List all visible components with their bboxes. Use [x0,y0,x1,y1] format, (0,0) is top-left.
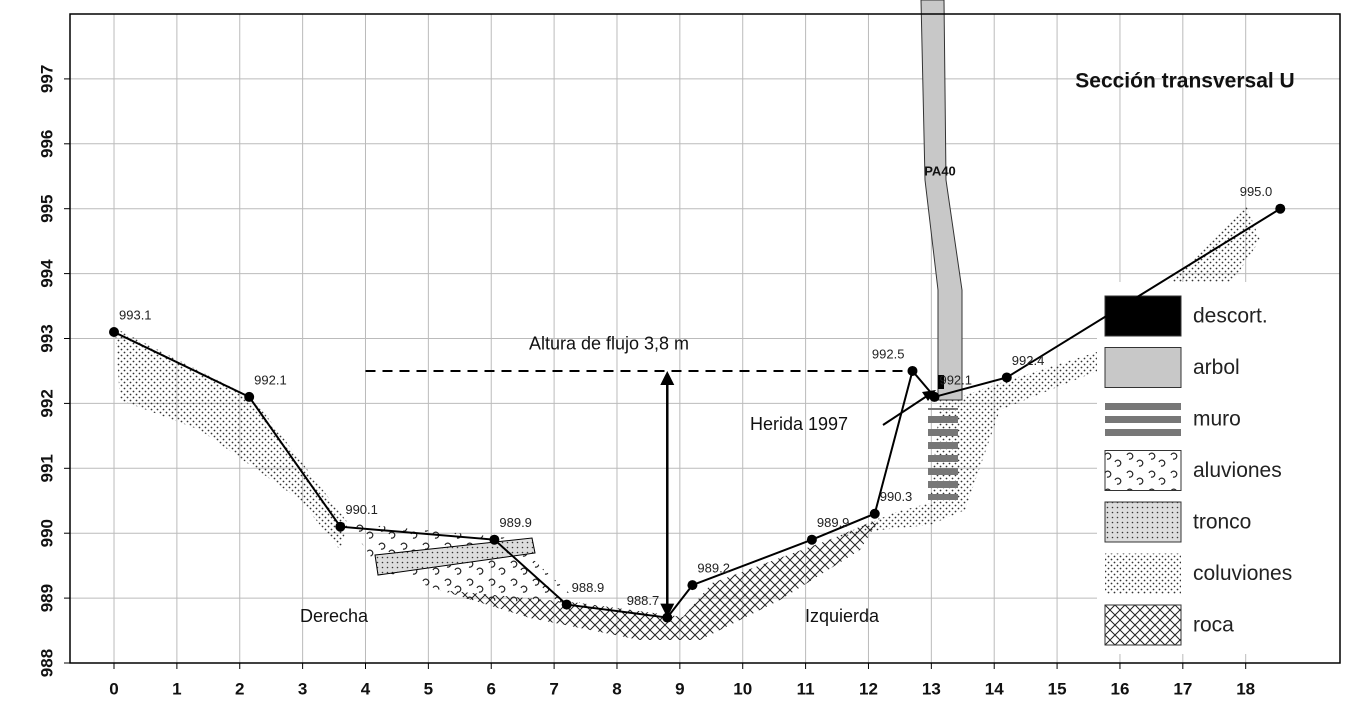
y-tick-label: 995 [37,195,56,223]
point-label: 992.4 [1012,353,1045,368]
legend-label: tronco [1193,511,1251,534]
point [907,365,918,376]
x-tick-label: 8 [612,679,621,698]
x-tick-label: 12 [859,679,878,698]
legend-label: arbol [1193,356,1240,379]
y-tick-label: 997 [37,65,56,93]
y-tick-label: 988 [37,649,56,677]
point-label: 993.1 [119,307,152,322]
point-label: 992.1 [939,372,972,387]
y-tick-label: 994 [37,259,56,288]
point [662,612,673,623]
point-label: 990.1 [345,502,378,517]
point [1001,372,1012,383]
legend-swatch [1104,450,1182,491]
point-label: 989.2 [697,561,730,576]
legend-label: roca [1193,614,1234,637]
arrowhead [660,370,675,385]
bank-label: Izquierda [805,606,880,626]
x-tick-label: 3 [298,679,307,698]
point-label: 990.3 [880,489,913,504]
tree-trunk [920,0,963,401]
x-tick-label: 7 [549,679,558,698]
legend-label: descort. [1193,305,1268,328]
legend-swatch [1105,399,1181,439]
bank-label: Derecha [300,606,369,626]
x-tick-label: 2 [235,679,244,698]
x-tick-label: 13 [922,679,941,698]
point [335,521,346,532]
point [929,391,940,402]
plot-frame [69,13,1341,664]
muro-area [928,408,958,500]
point [561,599,572,610]
roca-area [440,518,880,640]
point-label: 992.5 [872,346,905,361]
legend-swatch [1104,604,1182,646]
x-tick-label: 17 [1173,679,1192,698]
x-tick-label: 6 [487,679,496,698]
legend-swatch [1104,347,1182,388]
tree-label: PA40 [924,163,956,178]
legend-label: coluviones [1193,562,1292,585]
x-tick-label: 0 [109,679,118,698]
x-tick-label: 4 [361,679,371,698]
y-tick-label: 989 [37,584,56,612]
wound-label: Herida 1997 [750,414,848,434]
point-label: 995.0 [1240,184,1273,199]
point-label: 989.9 [817,515,850,530]
x-tick-label: 14 [985,679,1004,698]
point-label: 992.1 [254,372,287,387]
legend-label: muro [1193,408,1241,431]
point-label: 989.9 [499,515,532,530]
point [806,534,817,545]
point [869,508,880,519]
y-tick-label: 996 [37,130,56,158]
wound-arrow [882,393,931,426]
point [1275,203,1286,214]
point [687,580,698,591]
flow-label: Altura de flujo 3,8 m [529,334,689,354]
x-tick-label: 9 [675,679,684,698]
chart-title: Sección transversal U [1075,70,1294,93]
x-tick-label: 11 [797,679,815,698]
x-tick-label: 18 [1236,679,1255,698]
point [109,327,120,338]
descort-area [938,375,944,389]
legend-label: aluviones [1193,459,1282,482]
x-tick-label: 15 [1048,679,1067,698]
point-label: 988.9 [572,580,605,595]
legend-swatch [1104,501,1182,543]
coluviones-left [115,328,348,550]
tronco-area [374,537,536,576]
x-tick-label: 5 [424,679,433,698]
arrowhead [660,603,675,618]
x-tick-label: 1 [172,679,181,698]
y-tick-label: 990 [37,519,56,547]
legend-swatch [1105,553,1181,594]
y-tick-label: 991 [37,454,56,482]
point [244,391,255,402]
legend: descort. arbol muro aluviones tronco coluvion… [1097,282,1340,654]
point [489,534,500,545]
y-tick-label: 992 [37,389,56,417]
layers [115,0,1260,640]
legend-swatch [1104,295,1182,337]
y-tick-label: 993 [37,324,56,352]
point-label: 988.7 [627,593,660,608]
x-tick-label: 10 [733,679,752,698]
x-tick-label: 16 [1110,679,1129,698]
